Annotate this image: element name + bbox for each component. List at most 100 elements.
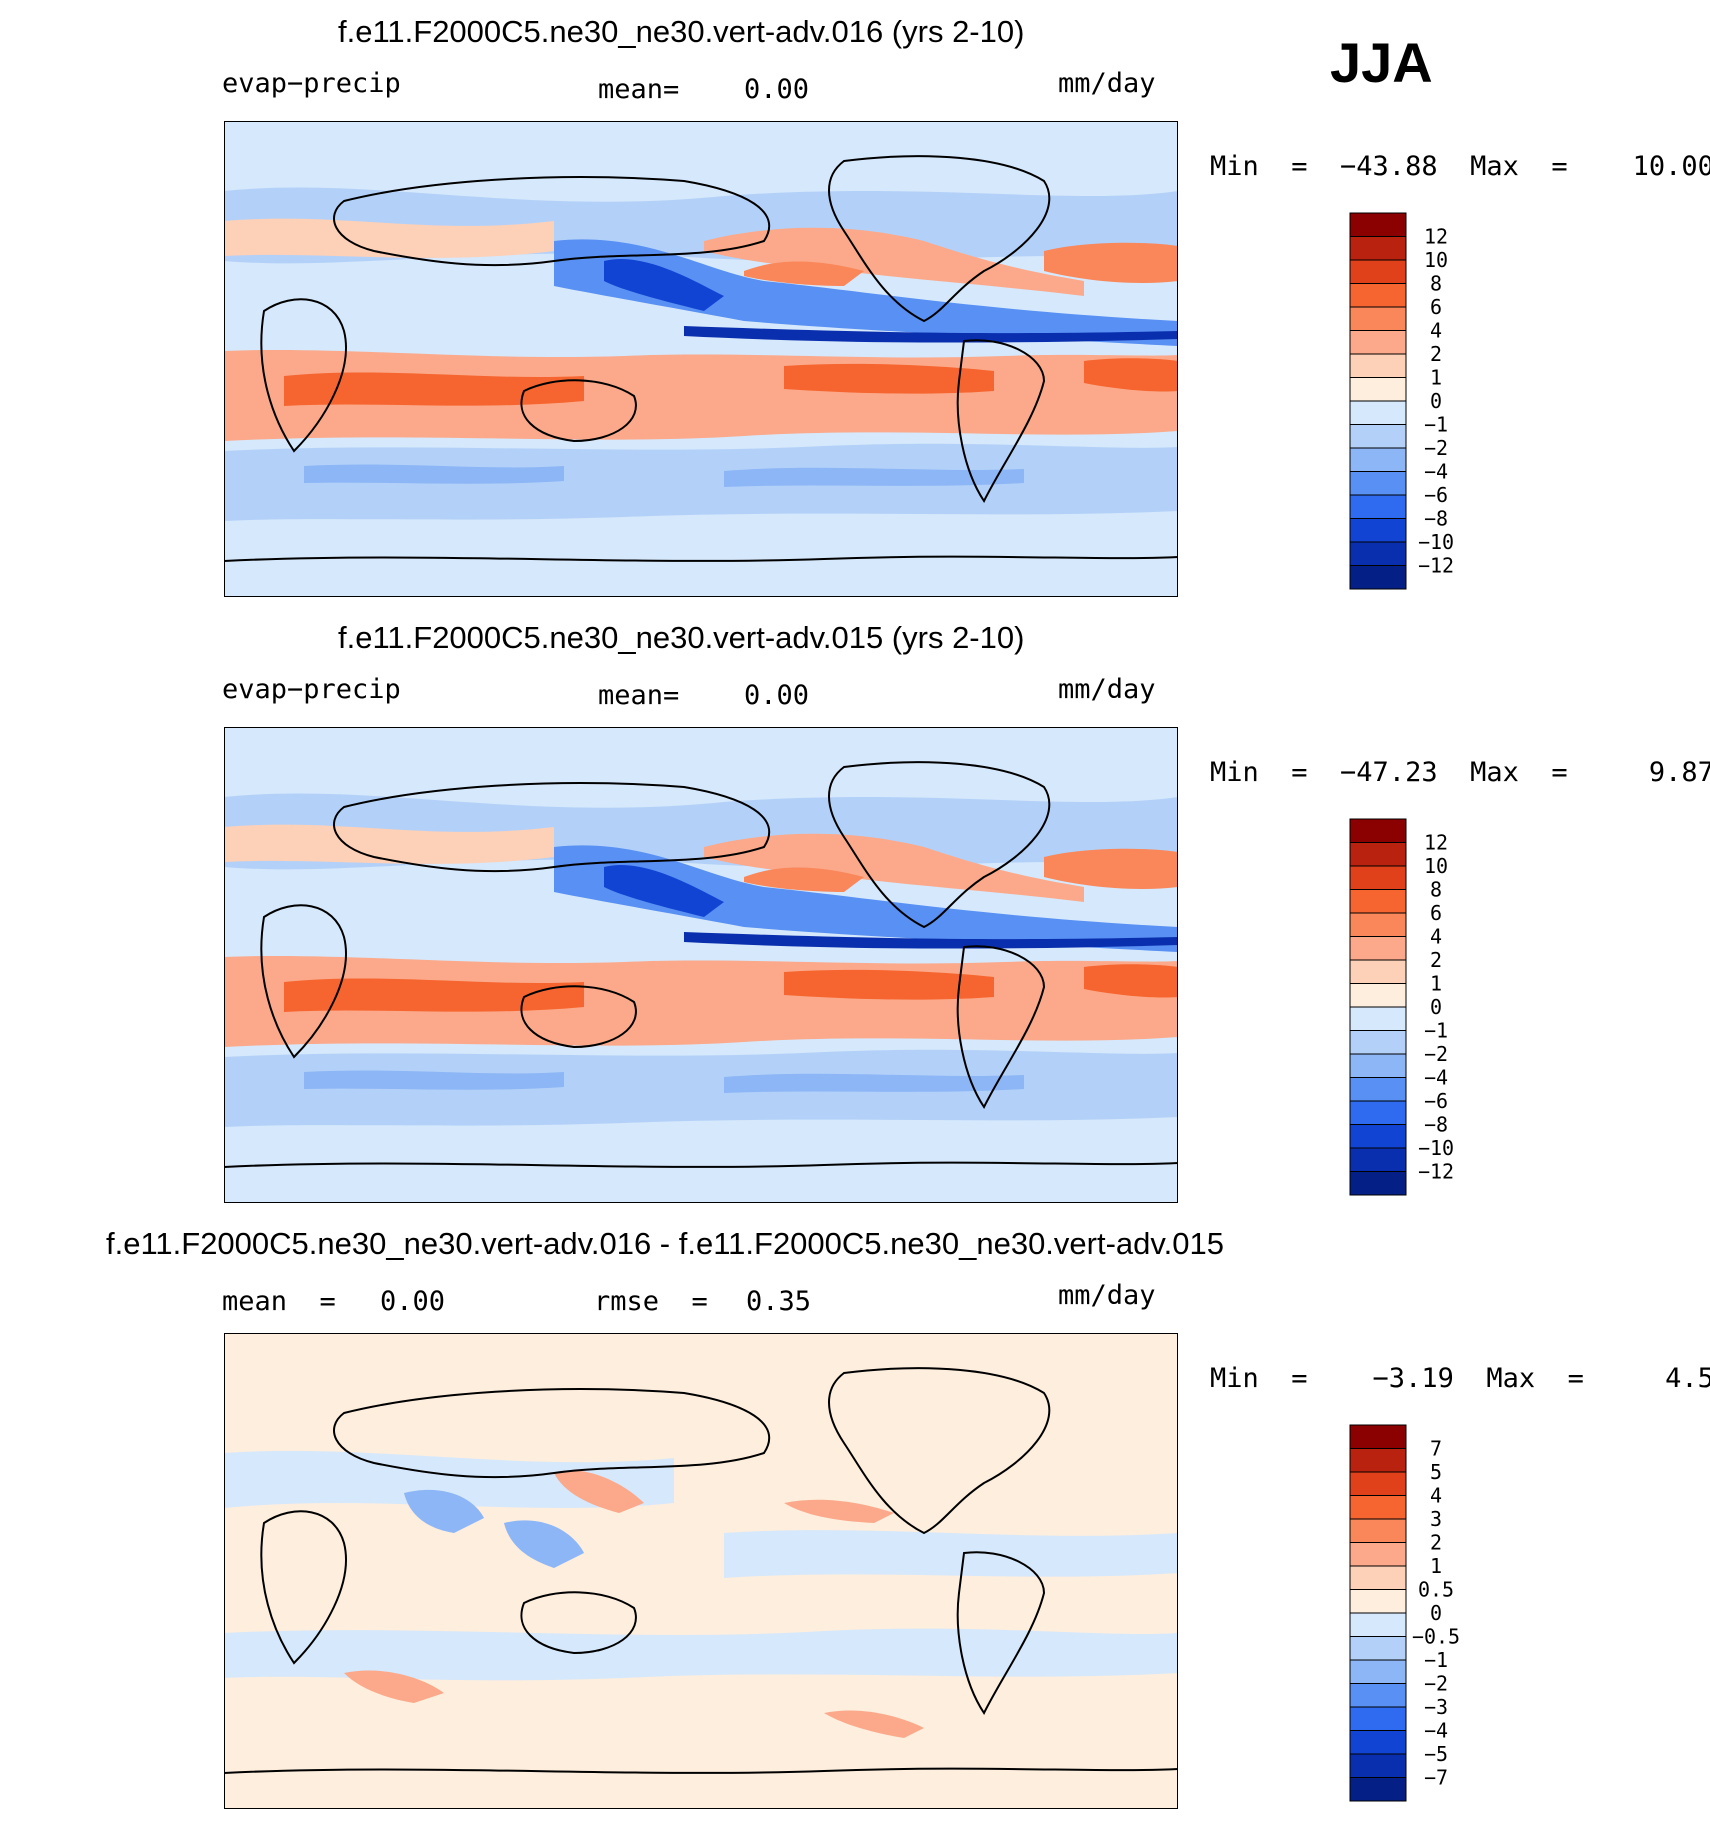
colorbar-swatch [1349, 818, 1407, 843]
colorbar-swatch [1349, 1100, 1407, 1125]
colorbar-swatch [1349, 1683, 1407, 1708]
colorbar-swatch [1349, 1518, 1407, 1543]
colorbar-swatch [1349, 565, 1407, 590]
panel-2-units-label: mm/day [1058, 674, 1156, 705]
panel-2-title: f.e11.F2000C5.ne30_ne30.vert-adv.015 (yr… [338, 620, 1025, 655]
colorbar-swatch [1349, 494, 1407, 519]
colorbar-swatch [1349, 353, 1407, 378]
colorbar-tick-label: −12 [1418, 1160, 1454, 1184]
colorbar-swatch [1349, 1753, 1407, 1778]
panel-3-map [224, 1333, 1178, 1809]
colorbar-tick-label: 0 [1430, 1601, 1442, 1625]
colorbar-swatch [1349, 471, 1407, 496]
panel-1-mean-label: mean= [598, 74, 680, 105]
colorbar-tick-label: −6 [1424, 1089, 1448, 1113]
colorbar-tick-label: 10 [1424, 248, 1448, 272]
colorbar-tick-label: −8 [1424, 507, 1448, 531]
panel-3-mean-label: mean = [222, 1286, 336, 1317]
colorbar-swatch [1349, 865, 1407, 890]
panel-3-title: f.e11.F2000C5.ne30_ne30.vert-adv.016 - f… [106, 1226, 1224, 1261]
panel-2-mean-label: mean= [598, 680, 680, 711]
panel-2-minmax: Min = −47.23 Max = 9.87 [1210, 757, 1710, 788]
colorbar-tick-label: 0.5 [1418, 1578, 1454, 1602]
colorbar-tick-label: 6 [1430, 901, 1442, 925]
colorbar-swatch [1349, 1542, 1407, 1567]
colorbar-tick-label: 1 [1430, 972, 1442, 996]
colorbar-swatch [1349, 236, 1407, 261]
colorbar-swatch [1349, 1706, 1407, 1731]
colorbar-swatch [1349, 1777, 1407, 1802]
colorbar-tick-label: 4 [1430, 319, 1442, 343]
colorbar-swatch [1349, 1495, 1407, 1520]
panel-2-variable-label: evap−precip [222, 674, 401, 705]
colorbar-tick-label: 2 [1430, 948, 1442, 972]
colorbar-swatch [1349, 1448, 1407, 1473]
colorbar-tick-label: −2 [1424, 436, 1448, 460]
colorbar-tick-label: 5 [1430, 1460, 1442, 1484]
colorbar-tick-label: −0.5 [1412, 1625, 1460, 1649]
colorbar-tick-label: 0 [1430, 995, 1442, 1019]
colorbar-swatch [1349, 1471, 1407, 1496]
colorbar-tick-label: −8 [1424, 1113, 1448, 1137]
colorbar-swatch [1349, 1147, 1407, 1172]
colorbar-swatch [1349, 1171, 1407, 1196]
colorbar-tick-label: −1 [1424, 413, 1448, 437]
panel-2-mean-value: 0.00 [744, 680, 810, 711]
colorbar-swatch [1349, 1424, 1407, 1449]
colorbar-tick-label: −10 [1418, 1136, 1454, 1160]
colorbar-swatch [1349, 1006, 1407, 1031]
colorbar-tick-label: 8 [1430, 272, 1442, 296]
colorbar-tick-label: −5 [1424, 1742, 1448, 1766]
panel-3-rmse-label: rmse = [594, 1286, 708, 1317]
panel-1-map [224, 121, 1178, 597]
colorbar-swatch [1349, 912, 1407, 937]
colorbar-tick-label: −1 [1424, 1648, 1448, 1672]
colorbar-tick-label: 2 [1430, 342, 1442, 366]
panel-1-title: f.e11.F2000C5.ne30_ne30.vert-adv.016 (yr… [338, 14, 1025, 49]
colorbar-tick-label: −2 [1424, 1672, 1448, 1696]
panel-1-units-label: mm/day [1058, 68, 1156, 99]
panel-3-units-label: mm/day [1058, 1280, 1156, 1311]
colorbar-swatch [1349, 400, 1407, 425]
colorbar-swatch [1349, 936, 1407, 961]
colorbar-tick-label: 2 [1430, 1531, 1442, 1555]
panel-1-mean-value: 0.00 [744, 74, 810, 105]
panel-1-minmax: Min = −43.88 Max = 10.00 [1210, 151, 1710, 182]
colorbar-tick-label: −12 [1418, 554, 1454, 578]
colorbar-swatch [1349, 259, 1407, 284]
colorbar-swatch [1349, 1124, 1407, 1149]
panel-3-minmax: Min = −3.19 Max = 4.58 [1210, 1363, 1710, 1394]
panel-1-variable-label: evap−precip [222, 68, 401, 99]
colorbar-tick-label: −1 [1424, 1019, 1448, 1043]
colorbar-tick-label: 8 [1430, 878, 1442, 902]
colorbar-swatch [1349, 283, 1407, 308]
colorbar-swatch [1349, 1077, 1407, 1102]
colorbar-swatch [1349, 306, 1407, 331]
colorbar-swatch [1349, 424, 1407, 449]
colorbar-swatch [1349, 447, 1407, 472]
panel-3-rmse-value: 0.35 [746, 1286, 812, 1317]
colorbar-swatch [1349, 1589, 1407, 1614]
colorbar-tick-label: 7 [1430, 1437, 1442, 1461]
colorbar-swatch [1349, 1730, 1407, 1755]
colorbar-swatch [1349, 212, 1407, 237]
colorbar-swatch [1349, 1053, 1407, 1078]
colorbar-swatch [1349, 983, 1407, 1008]
colorbar-tick-label: 0 [1430, 389, 1442, 413]
colorbar-swatch [1349, 959, 1407, 984]
colorbar-tick-label: 3 [1430, 1507, 1442, 1531]
colorbar-tick-label: 12 [1424, 831, 1448, 855]
colorbar-tick-label: 12 [1424, 225, 1448, 249]
colorbar-swatch [1349, 330, 1407, 355]
colorbar-swatch [1349, 1636, 1407, 1661]
panel-2-map [224, 727, 1178, 1203]
colorbar-tick-label: −7 [1424, 1766, 1448, 1790]
colorbar-swatch [1349, 518, 1407, 543]
colorbar-tick-label: 10 [1424, 854, 1448, 878]
colorbar-tick-label: −3 [1424, 1695, 1448, 1719]
colorbar-tick-label: 4 [1430, 925, 1442, 949]
colorbar-swatch [1349, 377, 1407, 402]
colorbar-tick-label: −10 [1418, 530, 1454, 554]
